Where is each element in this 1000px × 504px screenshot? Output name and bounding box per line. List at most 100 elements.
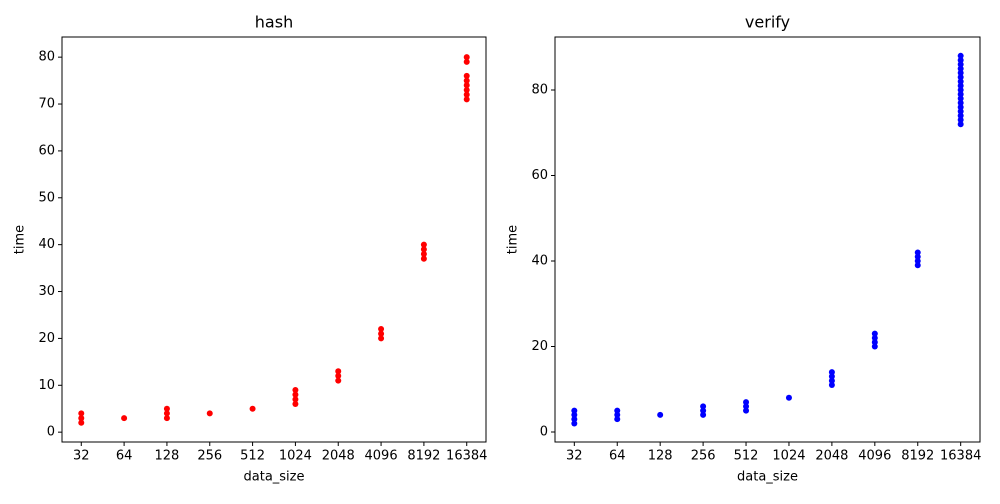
point xyxy=(163,410,170,417)
point xyxy=(420,255,427,262)
point xyxy=(828,373,835,380)
point xyxy=(957,52,964,59)
chart-title: hash xyxy=(255,13,293,32)
point xyxy=(463,86,470,93)
y-tick-label: 70 xyxy=(38,97,55,112)
point xyxy=(957,104,964,111)
point xyxy=(463,82,470,89)
x-tick-label: 8192 xyxy=(901,449,934,464)
point xyxy=(957,61,964,68)
point xyxy=(743,403,750,410)
x-axis-label: data_size xyxy=(244,470,305,485)
point xyxy=(292,391,299,398)
x-axis-label: data_size xyxy=(737,470,798,485)
point xyxy=(378,326,385,333)
y-tick-label: 40 xyxy=(531,254,548,269)
point xyxy=(700,411,707,418)
x-tick-label: 1024 xyxy=(772,449,805,464)
point xyxy=(206,410,213,417)
x-tick-label: 4096 xyxy=(365,449,398,464)
x-tick-label: 4096 xyxy=(858,449,891,464)
point xyxy=(249,405,256,412)
y-tick-label: 40 xyxy=(38,237,55,252)
x-tick-label: 2048 xyxy=(322,449,355,464)
point xyxy=(463,96,470,103)
point xyxy=(292,386,299,393)
point xyxy=(871,339,878,346)
point xyxy=(463,91,470,98)
point xyxy=(957,65,964,72)
point xyxy=(614,411,621,418)
y-tick-label: 20 xyxy=(38,331,55,346)
point xyxy=(614,407,621,414)
point xyxy=(743,399,750,406)
point xyxy=(420,251,427,258)
x-tick-label: 128 xyxy=(648,449,673,464)
point xyxy=(957,121,964,128)
point xyxy=(571,411,578,418)
axes-frame xyxy=(554,36,981,443)
point xyxy=(914,253,921,260)
point xyxy=(463,54,470,61)
x-tick-label: 32 xyxy=(566,449,583,464)
point xyxy=(163,405,170,412)
point xyxy=(463,58,470,65)
point xyxy=(914,258,921,265)
point xyxy=(957,57,964,64)
point xyxy=(571,420,578,427)
point xyxy=(292,401,299,408)
point xyxy=(420,246,427,253)
point xyxy=(292,396,299,403)
point xyxy=(871,330,878,337)
y-axis-label: time xyxy=(13,225,28,254)
x-tick-label: 256 xyxy=(197,449,222,464)
point xyxy=(828,369,835,376)
point xyxy=(463,77,470,84)
point xyxy=(957,95,964,102)
point xyxy=(571,416,578,423)
x-tick-label: 16384 xyxy=(940,449,981,464)
point xyxy=(378,330,385,337)
x-tick-label: 512 xyxy=(734,449,759,464)
point xyxy=(378,335,385,342)
x-tick-label: 512 xyxy=(240,449,265,464)
point xyxy=(335,372,342,379)
x-tick-label: 32 xyxy=(73,449,90,464)
x-tick-label: 64 xyxy=(609,449,626,464)
y-tick-label: 20 xyxy=(531,339,548,354)
point xyxy=(957,112,964,119)
point xyxy=(335,368,342,375)
point xyxy=(420,241,427,248)
x-tick-label: 1024 xyxy=(279,449,312,464)
x-tick-label: 256 xyxy=(691,449,716,464)
point xyxy=(335,377,342,384)
y-tick-label: 10 xyxy=(38,378,55,393)
point xyxy=(957,69,964,76)
point xyxy=(78,410,85,417)
point xyxy=(700,407,707,414)
y-tick-label: 0 xyxy=(47,425,55,440)
point xyxy=(163,415,170,422)
point xyxy=(828,381,835,388)
y-tick-label: 60 xyxy=(531,168,548,183)
point xyxy=(614,416,621,423)
y-tick-label: 0 xyxy=(540,424,548,439)
point xyxy=(914,249,921,256)
point xyxy=(700,403,707,410)
point xyxy=(957,78,964,85)
y-tick-label: 60 xyxy=(38,143,55,158)
point xyxy=(463,72,470,79)
x-tick-label: 16384 xyxy=(446,449,487,464)
x-tick-label: 2048 xyxy=(815,449,848,464)
point xyxy=(957,108,964,115)
point xyxy=(957,74,964,81)
x-tick-label: 64 xyxy=(116,449,133,464)
point xyxy=(743,407,750,414)
point xyxy=(828,377,835,384)
point xyxy=(571,407,578,414)
y-tick-label: 50 xyxy=(38,190,55,205)
point xyxy=(957,116,964,123)
y-tick-label: 80 xyxy=(38,50,55,65)
axes-frame xyxy=(61,36,487,443)
